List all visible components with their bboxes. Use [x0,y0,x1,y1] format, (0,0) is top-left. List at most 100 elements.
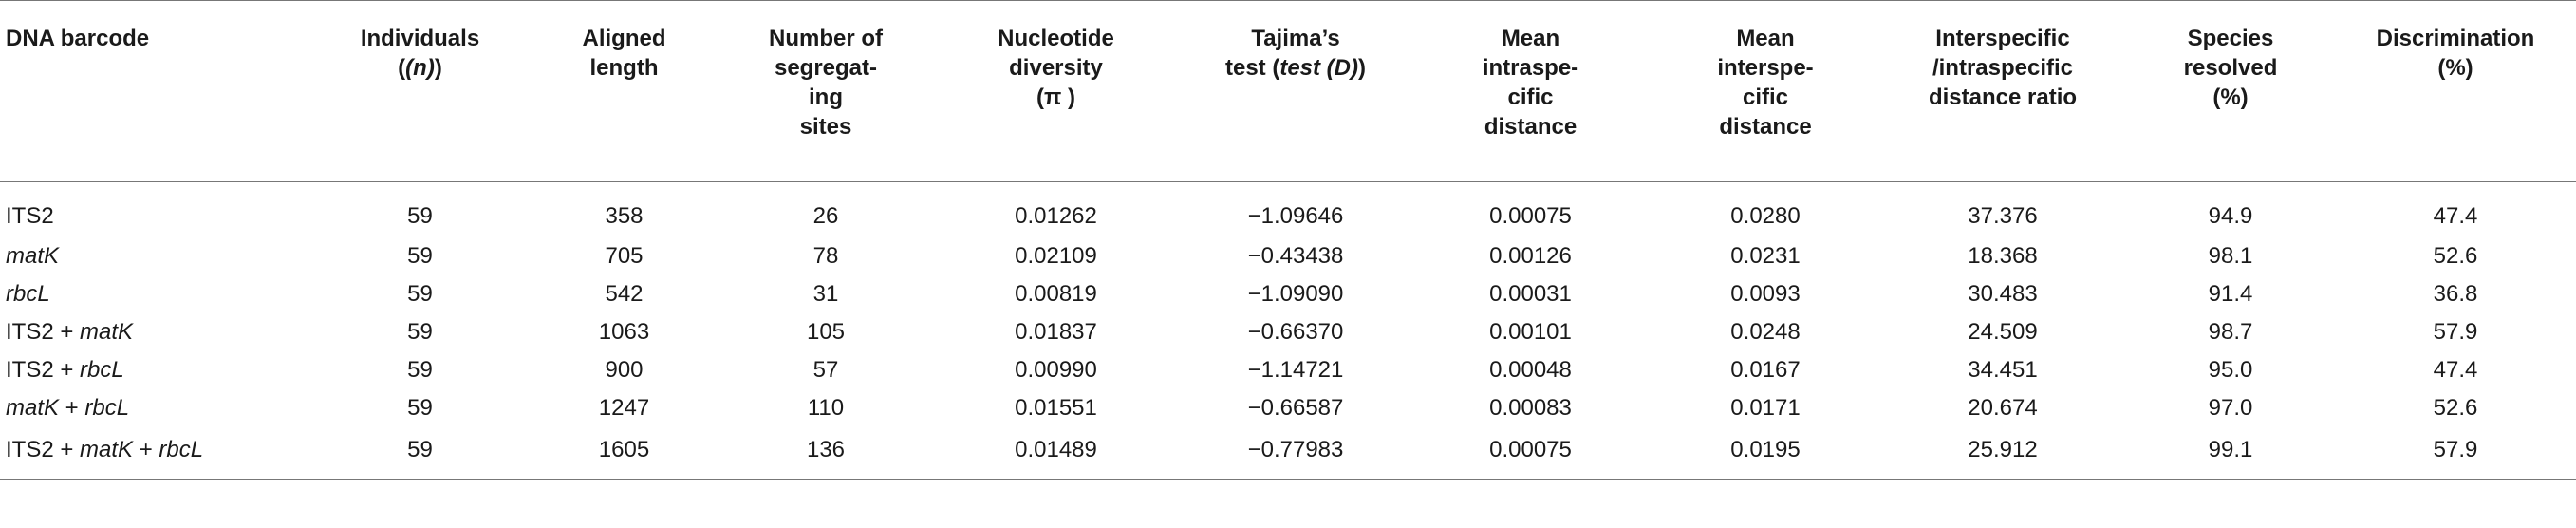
table-row: matK 59 705 78 0.02109 −0.43438 0.00126 0.0231 1… [0,237,2576,275]
cell-individuals: 59 [313,427,527,480]
cell-tajimas-d: −1.14721 [1247,357,1344,383]
cell-tajimas-d: −0.66370 [1247,319,1344,345]
cell-dna-barcode: matK [6,243,60,269]
cell-dna-barcode: ITS2 + matK [6,319,134,345]
cell-mean-intraspecific: 0.00031 [1489,281,1572,307]
cell-nucleotide-diversity: 0.00819 [1015,281,1097,307]
cell-dna-barcode: ITS2 [6,203,54,229]
cell-discrimination: 57.9 [2335,427,2576,480]
cell-nucleotide-diversity: 0.01489 [930,427,1182,480]
table-row: ITS2 + matK 59 1063 105 0.01837 −0.66370 0.001… [0,313,2576,351]
cell-discrimination: 52.6 [2433,395,2478,421]
cell-species-resolved: 98.7 [2208,319,2253,345]
cell-distance-ratio: 30.483 [1968,281,2038,307]
cell-mean-intraspecific: 0.00075 [1489,203,1572,229]
cell-discrimination: 52.6 [2433,243,2478,269]
header-mean-interspecific: Mean interspe- cific distance [1652,0,1879,182]
cell-mean-intraspecific: 0.00048 [1489,357,1572,383]
cell-species-resolved: 99.1 [2126,427,2335,480]
header-nucleotide-diversity: Nucleotide diversity (π ) [930,0,1182,182]
table-row: ITS2 + rbcL 59 900 57 0.00990 −1.14721 0.00048… [0,351,2576,389]
cell-individuals: 59 [407,243,433,269]
cell-individuals: 59 [407,395,433,421]
cell-tajimas-d: −0.43438 [1247,243,1344,269]
cell-distance-ratio: 24.509 [1968,319,2038,345]
table-body: ITS2 59 358 26 0.01262 −1.09646 0.00075 0.0280 3… [0,182,2576,480]
table-row: rbcL 59 542 31 0.00819 −1.09090 0.00031 0.0093 3… [0,275,2576,313]
table-row: matK + rbcL 59 1247 110 0.01551 −0.66587 0.000… [0,389,2576,427]
cell-segregating-sites: 105 [806,319,846,345]
cell-mean-interspecific: 0.0248 [1730,319,1801,345]
cell-individuals: 59 [407,319,433,345]
header-row: DNA barcode Individuals ((n)) Aligned le… [0,0,2576,182]
cell-individuals: 59 [407,203,433,229]
cell-dna-barcode: matK + rbcL [6,395,130,421]
cell-mean-intraspecific: 0.00083 [1489,395,1572,421]
cell-segregating-sites: 31 [812,281,839,307]
cell-tajimas-d: −1.09646 [1247,203,1344,229]
cell-aligned-length: 1247 [598,395,650,421]
cell-aligned-length: 1063 [598,319,650,345]
cell-distance-ratio: 34.451 [1968,357,2038,383]
header-individuals: Individuals ((n)) [313,0,527,182]
barcode-statistics-table: DNA barcode Individuals ((n)) Aligned le… [0,0,2576,480]
cell-distance-ratio: 20.674 [1968,395,2038,421]
cell-dna-barcode: ITS2 + rbcL [6,357,124,383]
cell-discrimination: 47.4 [2433,203,2478,229]
cell-individuals: 59 [407,357,433,383]
header-discrimination: Discrimination (%) [2335,0,2576,182]
cell-mean-intraspecific: 0.00101 [1489,319,1572,345]
cell-distance-ratio: 37.376 [1968,203,2038,229]
cell-nucleotide-diversity: 0.01837 [1015,319,1097,345]
cell-nucleotide-diversity: 0.01551 [1015,395,1097,421]
header-species-resolved: Species resolved (%) [2126,0,2335,182]
cell-segregating-sites: 136 [721,427,930,480]
cell-aligned-length: 542 [605,281,644,307]
cell-aligned-length: 900 [605,357,644,383]
cell-discrimination: 36.8 [2433,281,2478,307]
header-mean-intraspecific: Mean intraspe- cific distance [1409,0,1652,182]
cell-species-resolved: 94.9 [2208,203,2253,229]
cell-mean-intraspecific: 0.00126 [1489,243,1572,269]
cell-mean-interspecific: 0.0171 [1730,395,1801,421]
cell-tajimas-d: −1.09090 [1247,281,1344,307]
cell-distance-ratio: 18.368 [1968,243,2038,269]
header-distance-ratio: Interspecific /intraspecific distance ra… [1879,0,2126,182]
header-segregating-sites: Number of segregat- ing sites [721,0,930,182]
cell-species-resolved: 91.4 [2208,281,2253,307]
cell-individuals: 59 [407,281,433,307]
cell-segregating-sites: 57 [812,357,839,383]
cell-tajimas-d: −0.77983 [1182,427,1409,480]
cell-mean-interspecific: 0.0195 [1652,427,1879,480]
cell-mean-interspecific: 0.0280 [1730,203,1801,229]
cell-nucleotide-diversity: 0.01262 [1015,203,1097,229]
cell-mean-interspecific: 0.0167 [1730,357,1801,383]
cell-discrimination: 47.4 [2433,357,2478,383]
table-row: ITS2 59 358 26 0.01262 −1.09646 0.00075 0.0280 3… [0,182,2576,238]
header-aligned-length: Aligned length [527,0,721,182]
cell-segregating-sites: 78 [812,243,839,269]
table-header: DNA barcode Individuals ((n)) Aligned le… [0,0,2576,182]
cell-mean-interspecific: 0.0093 [1730,281,1801,307]
cell-dna-barcode: ITS2 + matK + rbcL [0,427,313,480]
cell-dna-barcode: rbcL [6,281,50,307]
cell-distance-ratio: 25.912 [1879,427,2126,480]
cell-nucleotide-diversity: 0.02109 [1015,243,1097,269]
table-row: ITS2 + matK + rbcL 59 1605 136 0.01489 −0.779… [0,427,2576,480]
cell-species-resolved: 97.0 [2208,395,2253,421]
cell-segregating-sites: 26 [812,203,839,229]
cell-mean-interspecific: 0.0231 [1730,243,1801,269]
cell-tajimas-d: −0.66587 [1247,395,1344,421]
header-tajimas-test: Tajima’s test (test (D)) [1182,0,1409,182]
header-dna-barcode: DNA barcode [0,0,313,182]
cell-segregating-sites: 110 [807,395,845,421]
cell-aligned-length: 705 [605,243,644,269]
cell-aligned-length: 358 [605,203,644,229]
cell-nucleotide-diversity: 0.00990 [1015,357,1097,383]
cell-aligned-length: 1605 [527,427,721,480]
cell-discrimination: 57.9 [2433,319,2478,345]
cell-species-resolved: 95.0 [2208,357,2253,383]
cell-mean-intraspecific: 0.00075 [1409,427,1652,480]
cell-species-resolved: 98.1 [2208,243,2253,269]
